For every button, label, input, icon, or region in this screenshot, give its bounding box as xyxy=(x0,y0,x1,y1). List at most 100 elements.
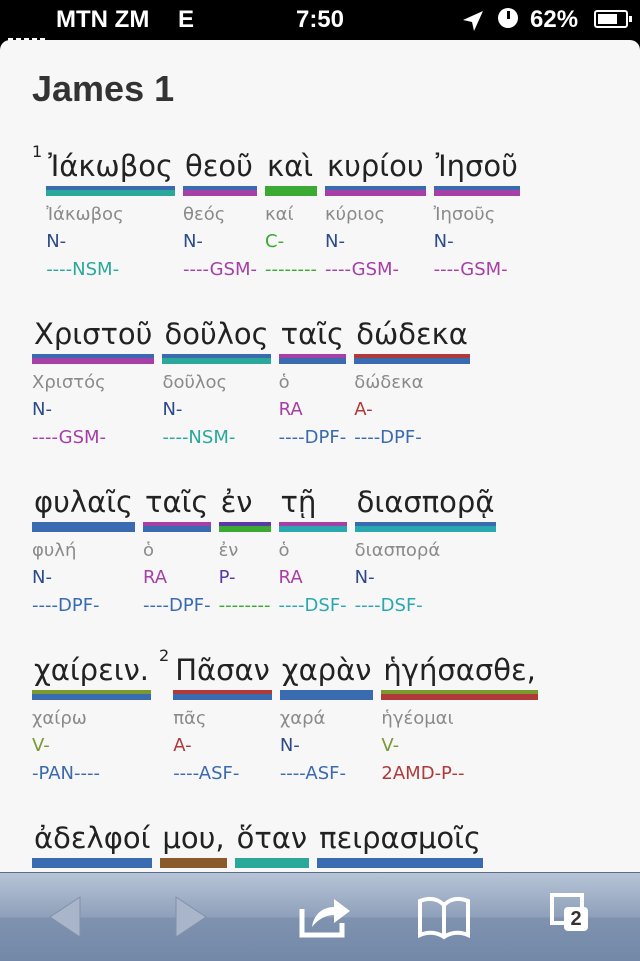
verse-number: 2 xyxy=(159,646,170,665)
greek-word[interactable]: τῇ ὁ RA ----DSF- xyxy=(278,484,347,620)
parsing-code: -------- xyxy=(218,595,271,616)
browser-toolbar: 2 xyxy=(0,872,640,961)
word-color-bar xyxy=(278,354,347,364)
parsing-code: ----GSM- xyxy=(324,259,400,280)
parsing-code: ----GSM- xyxy=(182,259,258,280)
lemma: ὁ xyxy=(278,540,290,561)
word-color-bar xyxy=(381,690,538,700)
word-color-bar xyxy=(354,354,470,364)
verse-line: Χριστοῦ Χριστός N- ----GSM-δοῦλος δοῦλος N- --… xyxy=(32,316,478,452)
part-of-speech: V- xyxy=(381,735,400,756)
greek-word[interactable]: ἐν ἐν P- -------- xyxy=(218,484,271,620)
word-color-bar xyxy=(265,186,317,196)
verse-line: χαίρειν. χαίρω V- -PAN---- 2 Πᾶσαν πᾶς A- ----AS… xyxy=(32,646,546,788)
part-of-speech: RA xyxy=(143,567,168,588)
lemma: κύριος xyxy=(324,204,386,225)
greek-word-text: θεοῦ xyxy=(184,149,253,183)
part-of-speech: N- xyxy=(324,231,345,252)
parsing-code: -------- xyxy=(265,259,317,280)
greek-word[interactable]: καὶ καί C- -------- xyxy=(265,148,317,284)
back-icon[interactable] xyxy=(36,891,96,943)
alarm-icon xyxy=(498,8,518,28)
forward-icon[interactable] xyxy=(160,891,220,943)
word-color-bar xyxy=(160,858,227,868)
parsing-code: ----NSM- xyxy=(46,259,120,280)
part-of-speech: N- xyxy=(32,567,52,588)
parsing-code: ----DPF- xyxy=(278,427,347,448)
greek-word-text: φυλαῖς xyxy=(34,485,134,519)
greek-word[interactable]: ταῖς ὁ RA ----DPF- xyxy=(278,316,347,452)
part-of-speech: N- xyxy=(46,231,67,252)
greek-word[interactable]: ὅταν xyxy=(234,820,310,872)
lemma: Ἰάκωβος xyxy=(46,204,124,225)
greek-word[interactable]: διασπορᾷ διασπορά N- ----DSF- xyxy=(354,484,497,620)
tabs-icon[interactable]: 2 xyxy=(548,891,608,943)
greek-word[interactable]: κυρίου κύριος N- ----GSM- xyxy=(324,148,426,284)
greek-word[interactable]: χαρὰν χαρά N- ----ASF- xyxy=(279,652,374,788)
greek-word[interactable]: μου, xyxy=(160,820,227,872)
greek-word-text: τῇ xyxy=(280,485,317,519)
word-color-bar xyxy=(278,522,347,532)
greek-word-text: καὶ xyxy=(267,149,314,183)
greek-word[interactable]: δοῦλος δοῦλος N- ----NSM- xyxy=(162,316,271,452)
part-of-speech: RA xyxy=(278,567,303,588)
clock-time: 7:50 xyxy=(295,6,345,33)
word-color-bar xyxy=(32,858,153,868)
word-color-bar xyxy=(317,858,484,868)
part-of-speech: RA xyxy=(278,399,303,420)
battery-percent: 62% xyxy=(530,6,579,33)
greek-word[interactable]: ταῖς ὁ RA ----DPF- xyxy=(143,484,211,620)
part-of-speech: C- xyxy=(265,231,285,252)
greek-word[interactable]: ἀδελφοί xyxy=(32,820,153,872)
lemma: δώδεκα xyxy=(354,372,424,393)
reader-page[interactable]: James 1 1 Ἰάκωβος Ἰάκωβος N- ----NSM-θεοῦ θεό… xyxy=(0,40,640,872)
lemma: Χριστός xyxy=(32,372,106,393)
word-color-bar xyxy=(162,354,271,364)
lemma: καί xyxy=(265,204,294,225)
parsing-code: ----ASF- xyxy=(279,763,346,784)
greek-word[interactable]: πειρασμοῖς xyxy=(317,820,484,872)
tab-count-badge: 2 xyxy=(564,907,588,931)
word-color-bar xyxy=(324,186,426,196)
chapter-title: James 1 xyxy=(32,68,175,109)
parsing-code: ----GSM- xyxy=(32,427,107,448)
greek-word[interactable]: θεοῦ θεός N- ----GSM- xyxy=(182,148,258,284)
greek-word-text: δώδεκα xyxy=(356,317,468,351)
battery-icon xyxy=(594,10,632,28)
greek-word-text: πειρασμοῖς xyxy=(319,821,482,855)
word-color-bar xyxy=(234,858,310,868)
parsing-code: 2AMD-P-- xyxy=(381,763,465,784)
verse-number: 1 xyxy=(32,142,43,161)
lemma: ἐν xyxy=(218,540,239,561)
greek-word[interactable]: Χριστοῦ Χριστός N- ----GSM- xyxy=(32,316,155,452)
greek-word[interactable]: φυλαῖς φυλή N- ----DPF- xyxy=(32,484,136,620)
share-icon[interactable] xyxy=(296,891,356,943)
carrier-name: MTN ZM xyxy=(56,6,150,33)
greek-word[interactable]: Ἰάκωβος Ἰάκωβος N- ----NSM- xyxy=(46,148,175,284)
verse-line: 1 Ἰάκωβος Ἰάκωβος N- ----NSM-θεοῦ θεός N- ----G… xyxy=(32,142,528,284)
word-color-bar xyxy=(279,690,374,700)
word-color-bar xyxy=(32,690,151,700)
greek-word-text: ἀδελφοί xyxy=(34,821,151,855)
greek-word-text: ὅταν xyxy=(236,821,308,855)
lemma: ἡγέομαι xyxy=(381,708,454,729)
greek-word-text: ταῖς xyxy=(145,485,209,519)
greek-word-text: χαίρειν. xyxy=(34,653,149,687)
greek-word[interactable]: Πᾶσαν πᾶς A- ----ASF- xyxy=(173,652,272,788)
greek-word-text: χαρὰν xyxy=(281,653,372,687)
greek-word[interactable]: ἡγήσασθε, ἡγέομαι V- 2AMD-P-- xyxy=(381,652,538,788)
greek-word[interactable]: χαίρειν. χαίρω V- -PAN---- xyxy=(32,652,151,788)
bookmarks-icon[interactable] xyxy=(414,891,474,943)
greek-word-text: διασπορᾷ xyxy=(356,485,495,519)
network-type: E xyxy=(178,6,195,33)
parsing-code: -PAN---- xyxy=(32,763,100,784)
word-color-bar xyxy=(143,522,211,532)
greek-word[interactable]: Ἰησοῦ Ἰησοῦς N- ----GSM- xyxy=(433,148,520,284)
lemma: φυλή xyxy=(32,540,77,561)
lemma: διασπορά xyxy=(354,540,441,561)
parsing-code: ----GSM- xyxy=(433,259,508,280)
part-of-speech: N- xyxy=(433,231,454,252)
parsing-code: ----DSF- xyxy=(278,595,347,616)
parsing-code: ----ASF- xyxy=(173,763,240,784)
greek-word[interactable]: δώδεκα δώδεκα A- ----DPF- xyxy=(354,316,470,452)
